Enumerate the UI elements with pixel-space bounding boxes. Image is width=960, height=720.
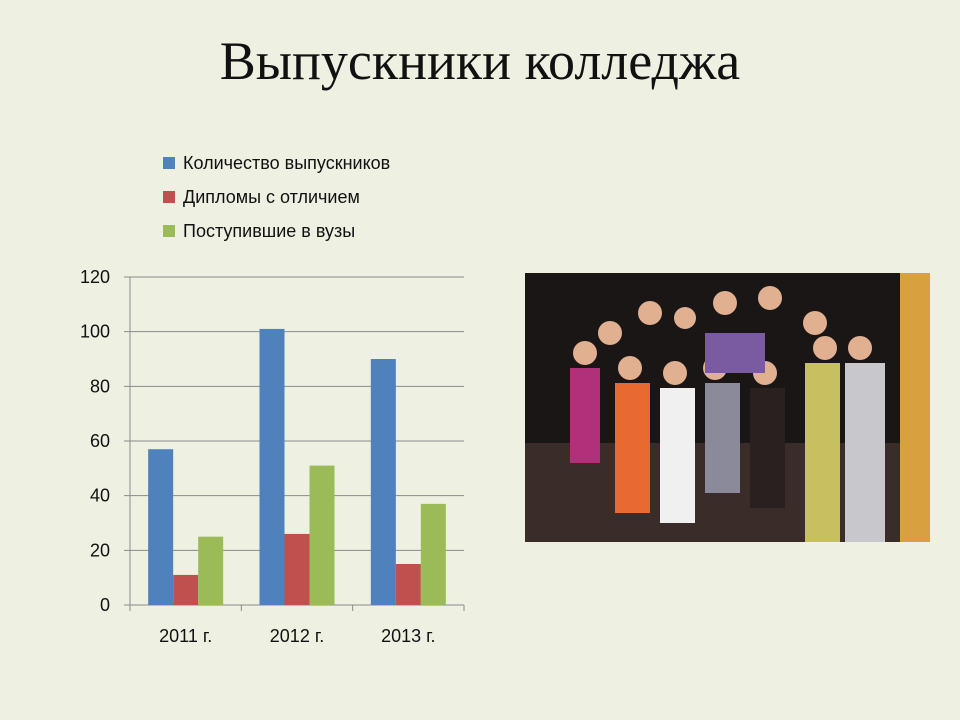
legend-label: Дипломы с отличием <box>183 186 360 207</box>
legend-item: Количество выпускников <box>163 146 390 180</box>
bar-0-2 <box>370 359 396 605</box>
bar-1-1 <box>284 533 310 605</box>
graduates-group-photo-icon <box>525 273 930 542</box>
bar-2-0 <box>198 536 224 605</box>
bar-0-0 <box>148 449 174 605</box>
y-tick-label: 60 <box>90 431 110 451</box>
y-tick-label: 100 <box>80 322 110 342</box>
y-tick-label: 0 <box>100 595 110 615</box>
bar-2-2 <box>420 503 446 605</box>
y-tick-label: 120 <box>80 267 110 287</box>
y-tick-label: 40 <box>90 486 110 506</box>
legend-swatch <box>163 225 175 237</box>
x-tick-label: 2012 г. <box>270 626 324 646</box>
slide-title: Выпускники колледжа <box>219 31 741 91</box>
y-tick-label: 80 <box>90 376 110 396</box>
x-tick-label: 2013 г. <box>381 626 435 646</box>
legend-label: Поступившие в вузы <box>183 220 356 241</box>
bar-1-0 <box>173 574 199 605</box>
legend-swatch <box>163 191 175 203</box>
legend-swatch <box>163 157 175 169</box>
bar-1-2 <box>395 564 421 605</box>
legend-item: Дипломы с отличием <box>163 180 390 214</box>
chart-legend: Количество выпускников Дипломы с отличием… <box>163 146 390 248</box>
legend-item: Поступившие в вузы <box>163 214 390 248</box>
x-tick-label: 2011 г. <box>159 626 212 646</box>
graduates-photo <box>525 273 930 542</box>
legend-label: Количество выпускников <box>183 152 391 173</box>
bar-2-1 <box>309 465 335 605</box>
y-tick-label: 20 <box>90 540 110 560</box>
bar-0-1 <box>259 328 285 605</box>
